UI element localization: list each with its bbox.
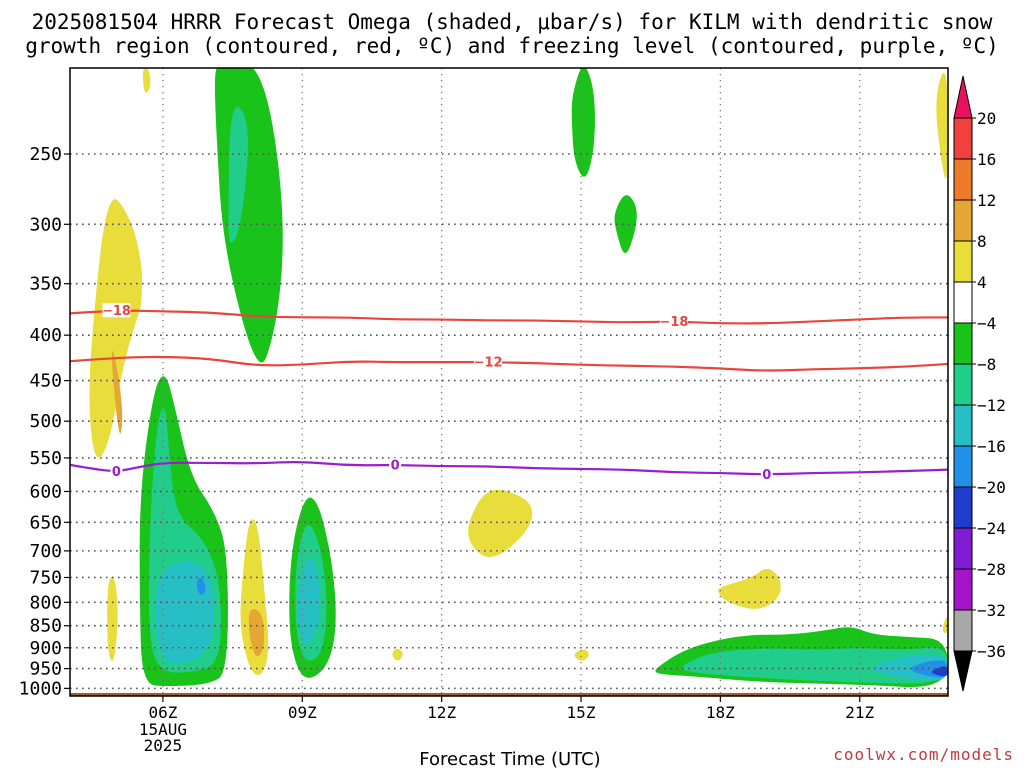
colorbar-label: −32 bbox=[977, 601, 1006, 620]
omega-shaded-region bbox=[571, 68, 595, 177]
colorbar-label: −24 bbox=[977, 519, 1006, 538]
plot-frame bbox=[69, 67, 949, 697]
omega-shaded-region bbox=[214, 68, 283, 363]
y-tick-label: 800 bbox=[29, 592, 62, 613]
omega-shaded-region bbox=[89, 199, 143, 458]
y-tick-label: 600 bbox=[29, 481, 62, 502]
y-tick-label: 700 bbox=[29, 541, 62, 562]
y-tick-label: 500 bbox=[29, 411, 62, 432]
y-tick-label: 400 bbox=[29, 325, 62, 346]
y-tick-label: 450 bbox=[29, 371, 62, 392]
contour-line bbox=[70, 355, 948, 372]
omega-shaded-region bbox=[107, 576, 118, 661]
omega-shaded-region bbox=[936, 72, 948, 179]
colorbar-swatch bbox=[953, 404, 973, 447]
colorbar-swatch bbox=[953, 322, 973, 365]
chart-title-line-1: 2025081504 HRRR Forecast Omega (shaded, … bbox=[31, 10, 993, 34]
colorbar-label: 20 bbox=[977, 109, 996, 128]
omega-shaded-region bbox=[682, 647, 948, 684]
x-tick-label: 09Z bbox=[288, 703, 317, 722]
x-tick-label: 12Z bbox=[427, 703, 456, 722]
contour-label-bg bbox=[760, 467, 773, 482]
x-tick-label: 15Z bbox=[567, 703, 596, 722]
colorbar-swatch bbox=[953, 527, 973, 570]
x-date-label: 15AUG bbox=[139, 720, 187, 739]
y-tick-label: 300 bbox=[29, 214, 62, 235]
omega-shaded-region bbox=[574, 649, 589, 661]
colorbar-label: −16 bbox=[977, 437, 1006, 456]
contour-label-bg bbox=[659, 314, 688, 329]
omega-shaded-region bbox=[468, 489, 533, 558]
colorbar-label: −12 bbox=[977, 396, 1006, 415]
colorbar-label: 16 bbox=[977, 150, 996, 169]
omega-shaded-region bbox=[718, 568, 781, 609]
contour-label: −18 bbox=[659, 315, 688, 330]
y-tick-label: 750 bbox=[29, 567, 62, 588]
omega-shaded-region bbox=[248, 609, 265, 657]
omega-shaded-region bbox=[392, 648, 403, 661]
contour-label: −12 bbox=[474, 356, 503, 371]
colorbar-label: −20 bbox=[977, 478, 1006, 497]
omega-shaded-region bbox=[111, 350, 123, 434]
contour-label-bg bbox=[110, 464, 123, 479]
y-tick-label: 550 bbox=[29, 448, 62, 469]
colorbar-swatch bbox=[953, 363, 973, 406]
contour-line bbox=[70, 309, 948, 325]
contour-label: 0 bbox=[762, 468, 771, 483]
omega-shaded-region bbox=[196, 577, 206, 595]
contour-label-bg bbox=[474, 355, 503, 370]
colorbar-bottom-arrow bbox=[953, 650, 973, 692]
contour-label: −18 bbox=[102, 304, 131, 319]
colorbar-swatch bbox=[953, 240, 973, 283]
x-axis-label: Forecast Time (UTC) bbox=[419, 749, 600, 768]
colorbar-swatch bbox=[953, 158, 973, 201]
y-tick-label: 250 bbox=[29, 144, 62, 165]
colorbar-label: −36 bbox=[977, 642, 1006, 661]
y-tick-label: 650 bbox=[29, 512, 62, 533]
omega-shaded-region bbox=[942, 617, 948, 634]
colorbar-swatch bbox=[953, 486, 973, 529]
y-tick-label: 900 bbox=[29, 638, 62, 659]
credit-link[interactable]: coolwx.com/models bbox=[833, 745, 1014, 764]
colorbar-label: 8 bbox=[977, 232, 987, 251]
x-tick-label: 21Z bbox=[845, 703, 874, 722]
contour-line bbox=[70, 461, 948, 476]
omega-shaded-region bbox=[614, 195, 637, 253]
x-tick-label: 18Z bbox=[706, 703, 735, 722]
colorbar-label: 4 bbox=[977, 273, 987, 292]
x-date-label: 2025 bbox=[144, 736, 183, 755]
colorbar-swatch bbox=[953, 609, 973, 652]
ground-surface-band bbox=[70, 692, 948, 696]
y-tick-label: 1000 bbox=[19, 678, 62, 699]
colorbar-label: 12 bbox=[977, 191, 996, 210]
colorbar-label: −4 bbox=[977, 314, 996, 333]
colorbar-swatch bbox=[953, 281, 973, 324]
y-tick-label: 850 bbox=[29, 616, 62, 637]
y-tick-label: 950 bbox=[29, 659, 62, 680]
omega-shaded-region bbox=[142, 68, 151, 93]
omega-shaded-region bbox=[297, 557, 321, 644]
colorbar-label: −28 bbox=[977, 560, 1006, 579]
colorbar-swatch bbox=[953, 568, 973, 611]
contour-label-bg bbox=[102, 303, 131, 318]
contour-label-bg bbox=[389, 457, 402, 472]
x-tick-label: 06Z bbox=[148, 703, 177, 722]
colorbar-swatch bbox=[953, 199, 973, 242]
chart-title-line-2: growth region (contoured, red, ºC) and f… bbox=[25, 34, 999, 58]
contour-label: 0 bbox=[112, 465, 121, 480]
colorbar-top-arrow bbox=[953, 75, 973, 119]
colorbar-swatch bbox=[953, 117, 973, 160]
contour-label: 0 bbox=[391, 458, 400, 473]
colorbar-label: −8 bbox=[977, 355, 996, 374]
y-tick-label: 350 bbox=[29, 274, 62, 295]
omega-shaded-region bbox=[228, 106, 248, 243]
colorbar-swatch bbox=[953, 445, 973, 488]
omega-shaded-region bbox=[931, 666, 948, 677]
